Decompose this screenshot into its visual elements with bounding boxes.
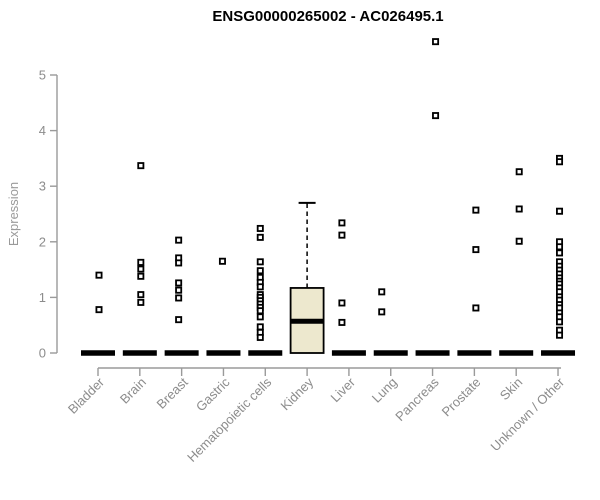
data-point [472,304,480,312]
data-point [95,271,103,279]
zero-dash [122,350,157,356]
data-point [137,291,145,299]
data-point [556,249,564,257]
zero-dash [415,350,450,356]
x-category-label: Skin [497,375,525,403]
data-point [256,233,264,241]
data-point [472,206,480,214]
zero-dash [457,350,492,356]
data-point [556,318,564,326]
data-point [256,267,264,275]
data-point [256,307,264,315]
data-point [175,279,183,287]
x-category-label: Bladder [65,374,108,417]
x-category-label: Kidney [278,374,317,413]
data-point [472,246,480,254]
data-point [556,243,564,251]
data-point [432,112,440,120]
data-point [338,231,346,239]
data-point [256,333,264,341]
zero-dash [541,350,576,356]
data-point [256,258,264,266]
data-point [137,258,145,266]
data-point [175,236,183,244]
data-point [175,316,183,324]
x-category-label: Unknown / Other [488,374,568,454]
data-point [175,294,183,302]
data-point [256,313,264,321]
zero-dash [206,350,241,356]
x-category-label: Lung [369,375,400,406]
x-category-label: Pancreas [392,374,442,424]
data-point [175,259,183,267]
data-point [95,306,103,314]
data-point [556,331,564,339]
y-tick-label: 2 [39,234,46,249]
chart-title: ENSG00000265002 - AC026495.1 [212,8,444,25]
zero-dash [164,350,199,356]
data-point [556,158,564,166]
data-point [515,168,523,176]
data-point [256,224,264,232]
x-category-label: Brain [117,375,149,407]
x-category-label: Prostate [439,375,484,420]
data-point [378,288,386,296]
zero-dash [499,350,534,356]
data-point [432,38,440,46]
x-category-label: Liver [328,374,359,405]
data-point [137,272,145,280]
zero-dash [248,350,283,356]
data-point [256,323,264,331]
x-category-label: Gastric [193,374,233,414]
data-point [137,298,145,306]
y-tick-label: 3 [39,179,46,194]
data-point [338,219,346,227]
zero-dash [373,350,408,356]
zero-dash [331,350,366,356]
data-point [256,283,264,291]
data-point [137,265,145,273]
y-tick-label: 5 [39,68,46,83]
data-point [218,257,226,265]
data-point [137,162,145,170]
data-point [175,286,183,294]
data-point [556,207,564,215]
data-point [338,318,346,326]
x-category-label: Breast [154,374,191,411]
data-point [378,308,386,316]
data-point [338,299,346,307]
data-point [515,237,523,245]
data-point [515,205,523,213]
y-tick-label: 0 [39,346,46,361]
y-tick-label: 4 [39,123,46,138]
zero-dash [81,350,115,356]
y-tick-label: 1 [39,290,46,305]
